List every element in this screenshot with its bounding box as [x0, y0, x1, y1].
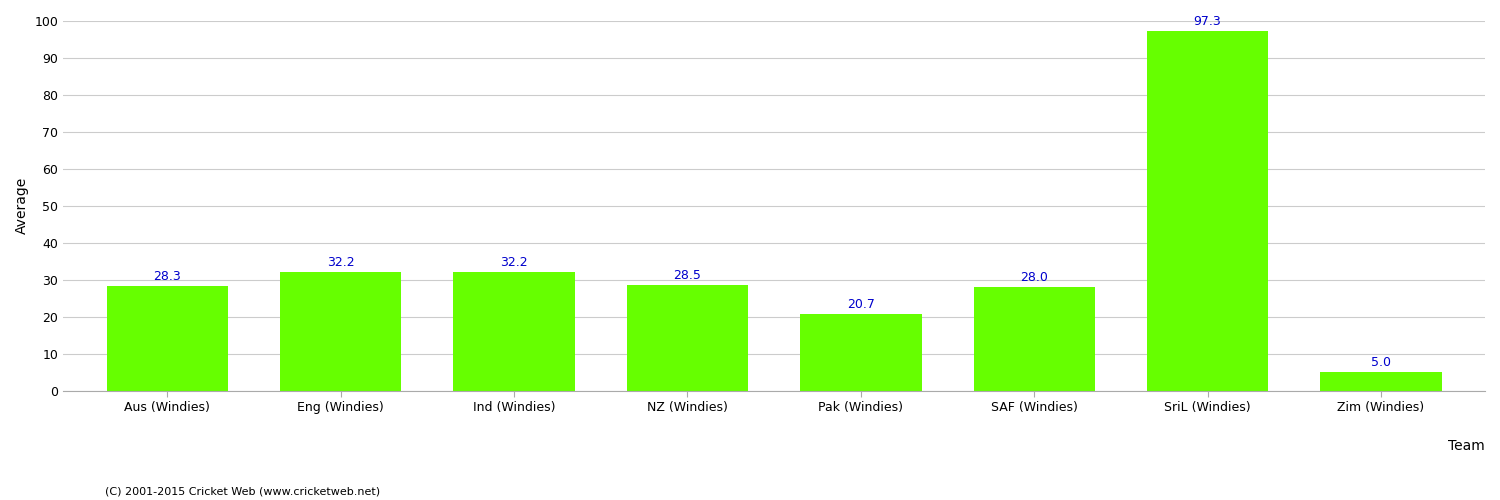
- Text: 32.2: 32.2: [501, 256, 528, 269]
- Y-axis label: Average: Average: [15, 177, 28, 234]
- Text: 5.0: 5.0: [1371, 356, 1390, 370]
- Bar: [800, 314, 921, 391]
- Text: Team: Team: [1448, 439, 1485, 453]
- Text: (C) 2001-2015 Cricket Web (www.cricketweb.net): (C) 2001-2015 Cricket Web (www.cricketwe…: [105, 487, 380, 497]
- Text: 97.3: 97.3: [1194, 14, 1221, 28]
- Text: 28.5: 28.5: [674, 270, 702, 282]
- Bar: [106, 286, 228, 391]
- Bar: [974, 288, 1095, 391]
- Text: 28.3: 28.3: [153, 270, 182, 283]
- Bar: [1148, 30, 1269, 391]
- Bar: [453, 272, 574, 391]
- Text: 28.0: 28.0: [1020, 272, 1048, 284]
- Text: 32.2: 32.2: [327, 256, 354, 269]
- Text: 20.7: 20.7: [847, 298, 874, 312]
- Bar: [1320, 372, 1442, 391]
- Bar: [627, 286, 748, 391]
- Bar: [280, 272, 402, 391]
